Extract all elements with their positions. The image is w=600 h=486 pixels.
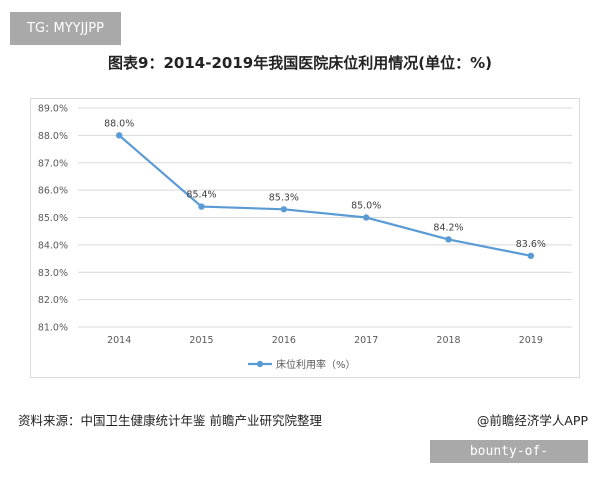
line-chart: 81.0% 82.0% 83.0% 84.0% 85.0% 86.0% 87.0% 88.0%… <box>38 104 572 371</box>
source-note: 资料来源：中国卫生健康统计年鉴 前瞻产业研究院整理 <box>18 413 322 428</box>
watermark-box: bounty-of-empress.com <box>430 440 588 482</box>
y-tick-label: 86.0% <box>38 186 68 197</box>
x-tick-label: 2018 <box>436 335 460 346</box>
chart-title: 图表9：2014-2019年我国医院床位利用情况(单位：%) <box>108 54 492 72</box>
y-tick-label: 81.0% <box>38 323 68 334</box>
data-label: 83.6% <box>516 239 546 250</box>
data-label: 85.4% <box>186 190 216 201</box>
data-label: 85.3% <box>269 192 299 203</box>
y-tick-label: 89.0% <box>38 104 68 115</box>
y-tick-label: 88.0% <box>38 131 68 142</box>
chart-frame <box>30 98 580 378</box>
data-point <box>198 203 205 210</box>
data-point <box>115 132 123 139</box>
legend-label: 床位利用率（%） <box>276 358 356 371</box>
y-tick-label: 84.0% <box>38 240 68 251</box>
badge: TG: MYYJJPP <box>10 12 121 45</box>
x-tick-label: 2017 <box>354 335 378 346</box>
data-point <box>280 206 288 213</box>
data-label: 84.2% <box>433 222 463 233</box>
data-point <box>445 236 452 243</box>
x-tick-label: 2014 <box>107 335 131 346</box>
y-tick-label: 87.0% <box>38 158 68 169</box>
series-line <box>118 134 532 257</box>
y-tick-label: 83.0% <box>38 268 68 279</box>
data-point <box>527 252 535 260</box>
data-label: 85.0% <box>351 201 381 212</box>
data-point <box>362 214 370 221</box>
data-label: 88.0% <box>104 118 134 129</box>
y-tick-label: 85.0% <box>38 213 68 224</box>
credit: @前瞻经济学人APP <box>476 413 588 428</box>
y-tick-label: 82.0% <box>38 295 68 306</box>
x-tick-label: 2016 <box>272 335 296 346</box>
x-tick-label: 2019 <box>519 335 543 346</box>
x-tick-label: 2015 <box>189 335 213 346</box>
legend-marker <box>256 360 264 368</box>
